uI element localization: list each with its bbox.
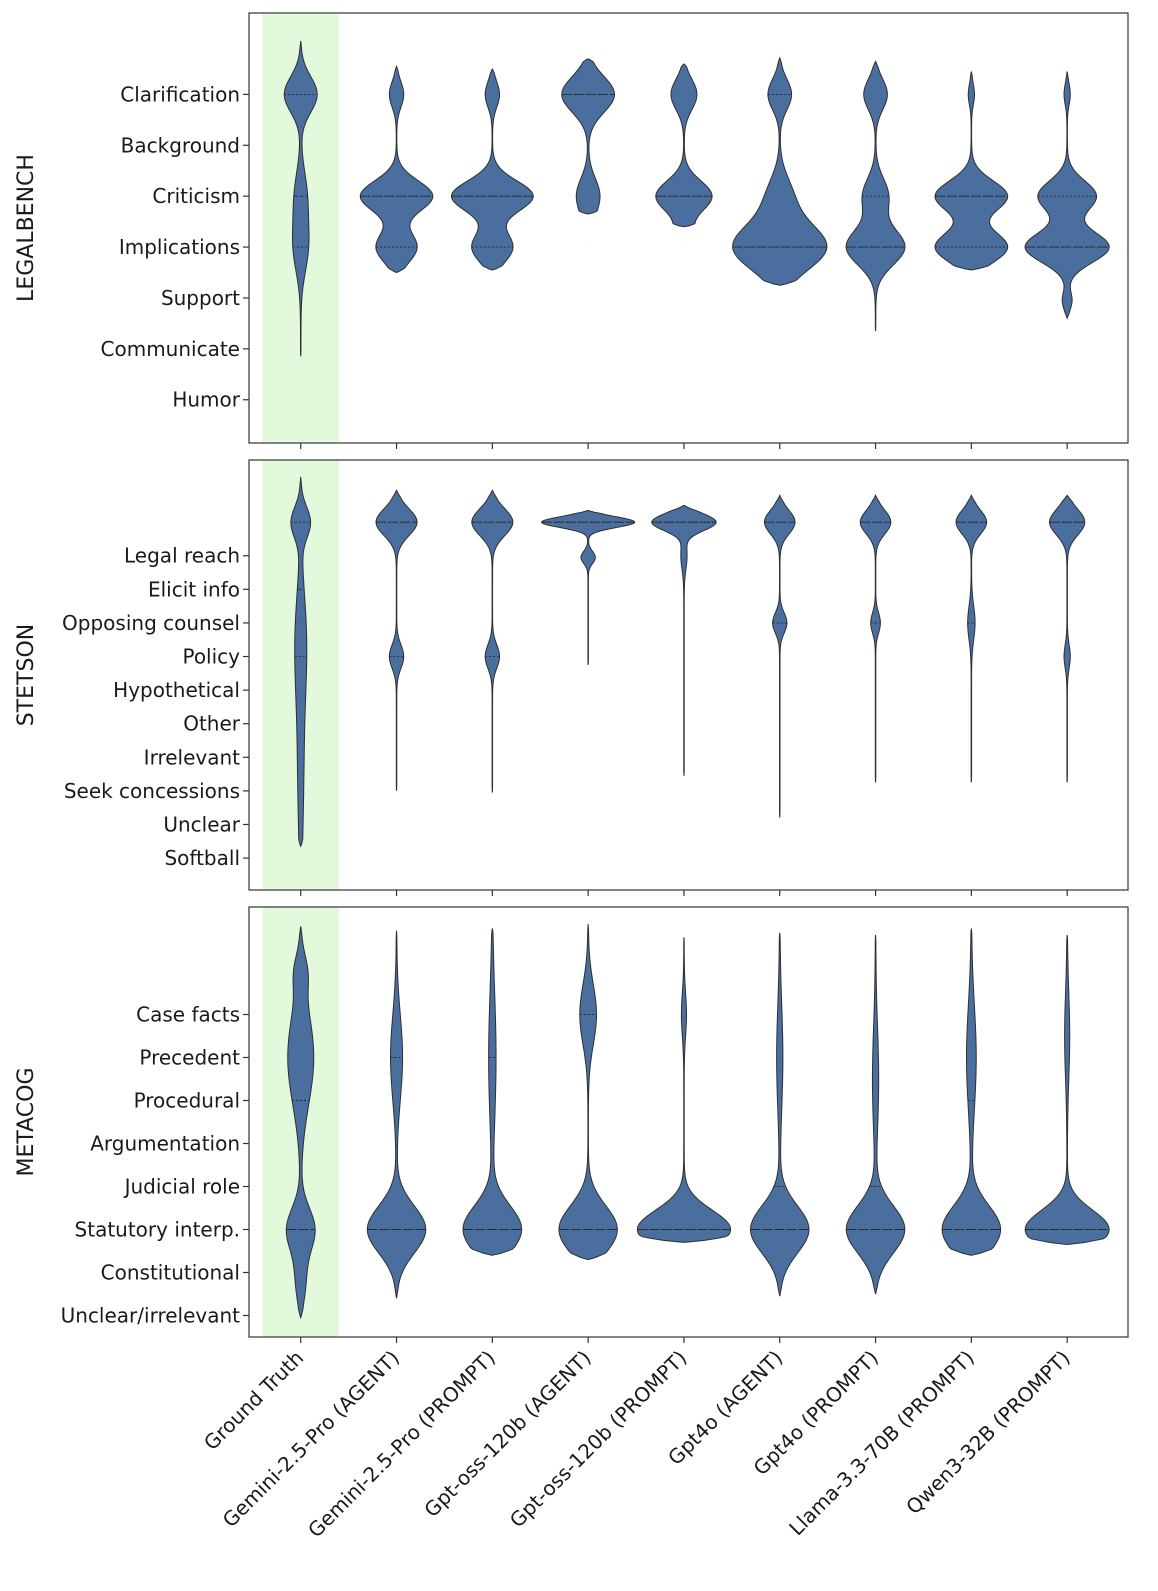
y-tick-label: Procedural xyxy=(134,1089,240,1113)
panel-ylabel: STETSON xyxy=(14,624,39,726)
violin-2 xyxy=(450,67,534,271)
violin-4 xyxy=(636,937,732,1243)
y-tick-label: Other xyxy=(183,712,241,736)
y-tick-label: Unclear/irrelevant xyxy=(61,1304,241,1328)
panel-ylabel: METACOG xyxy=(14,1067,39,1176)
y-tick-label: Judicial role xyxy=(123,1175,240,1199)
y-tick-label: Humor xyxy=(172,388,240,412)
violin-8 xyxy=(1049,494,1086,783)
y-tick-label: Softball xyxy=(164,846,240,870)
y-tick-label: Communicate xyxy=(101,337,240,361)
y-tick-label: Seek concessions xyxy=(64,779,240,803)
panel-stetson: Legal reach Elicit info Opposing counsel Po… xyxy=(14,459,1129,896)
violin-7 xyxy=(934,71,1009,271)
violin-8 xyxy=(1024,934,1110,1246)
axes-frame xyxy=(248,906,1129,1338)
panel-legalbench: Clarification Background Criticism Implicat… xyxy=(14,12,1129,449)
y-tick-label: Policy xyxy=(182,645,240,669)
x-tick-label: Ground Truth xyxy=(199,1346,308,1455)
violin-1 xyxy=(366,930,427,1299)
y-tick-label: Support xyxy=(161,286,240,310)
x-tick-label: Gpt-oss-120b (PROMPT) xyxy=(505,1346,692,1533)
violin-5 xyxy=(763,494,796,818)
y-tick-label: Implications xyxy=(119,235,240,259)
y-tick-label: Irrelevant xyxy=(144,745,240,769)
panel-ylabel: LEGALBENCH xyxy=(14,154,39,302)
y-tick-label: Statutory interp. xyxy=(75,1218,240,1242)
panel-metacog: Case facts Precedent Procedural Argumentati… xyxy=(14,906,1129,1343)
violin-3 xyxy=(558,924,618,1261)
x-tick-label: Gpt-oss-120b (AGENT) xyxy=(419,1346,595,1522)
y-tick-label: Elicit info xyxy=(148,577,240,601)
axes-frame xyxy=(248,459,1129,891)
violin-6 xyxy=(845,934,906,1295)
violin-7 xyxy=(941,928,1002,1256)
violin-4 xyxy=(651,504,717,776)
x-tick-label: Gemini-2.5-Pro (PROMPT) xyxy=(303,1346,500,1543)
y-tick-label: Clarification xyxy=(120,82,240,106)
violin-6 xyxy=(859,494,892,783)
violin-0 xyxy=(290,476,312,848)
violin-2 xyxy=(471,489,514,793)
y-tick-label: Criticism xyxy=(152,184,240,208)
y-tick-label: Opposing counsel xyxy=(62,611,240,635)
y-tick-label: Unclear xyxy=(163,812,240,836)
y-tick-label: Hypothetical xyxy=(113,678,240,702)
violin-0 xyxy=(285,926,316,1320)
violin-1 xyxy=(359,65,434,274)
x-tick-label: Qwen3-32B (PROMPT) xyxy=(901,1346,1075,1520)
y-tick-label: Constitutional xyxy=(101,1261,240,1285)
violin-0 xyxy=(283,40,318,357)
violin-3 xyxy=(561,58,615,215)
violin-1 xyxy=(375,489,418,791)
axes-frame xyxy=(248,12,1129,444)
y-tick-label: Argumentation xyxy=(90,1132,240,1156)
y-tick-label: Case facts xyxy=(136,1003,240,1027)
violin-5 xyxy=(732,56,828,286)
violin-8 xyxy=(1024,71,1110,320)
violin-2 xyxy=(462,928,523,1256)
y-tick-label: Legal reach xyxy=(124,544,240,568)
x-tick-label: Gemini-2.5-Pro (AGENT) xyxy=(218,1346,404,1532)
violin-4 xyxy=(655,63,713,228)
violin-7 xyxy=(955,494,988,783)
y-tick-label: Precedent xyxy=(139,1046,240,1070)
y-tick-label: Background xyxy=(121,133,240,157)
x-tick-label: Llama-3.3-70B (PROMPT) xyxy=(784,1346,979,1541)
violin-5 xyxy=(750,932,810,1297)
violin-3 xyxy=(540,509,636,665)
